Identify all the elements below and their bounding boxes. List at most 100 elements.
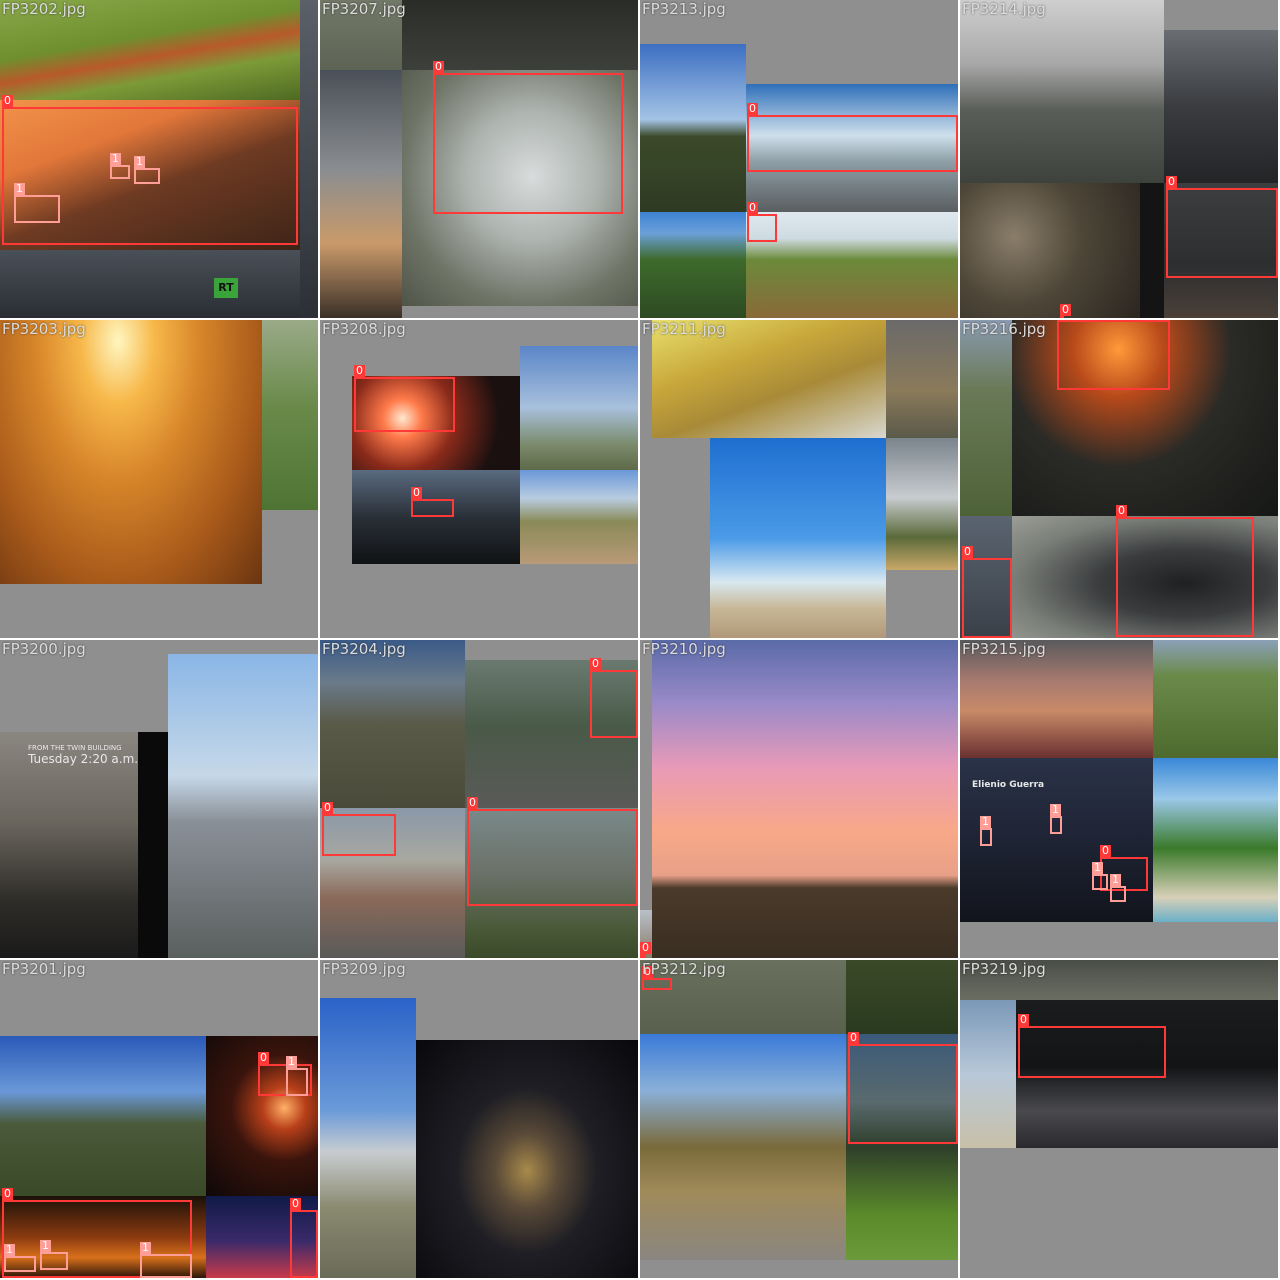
image-field-smoke <box>465 808 638 958</box>
detection-box-class0: 0 <box>467 797 638 906</box>
tile-filename: FP3209.jpg <box>322 960 406 978</box>
image-sunset-windturbine <box>652 640 958 958</box>
image-palm-beach <box>1153 758 1278 922</box>
detection-box-class1: 1 <box>134 156 160 184</box>
tile-filename: FP3202.jpg <box>2 0 86 18</box>
detection-box-class0: 0 <box>590 658 638 738</box>
image-cell-tower <box>320 998 416 1278</box>
image-road-strip <box>300 0 318 318</box>
tile-fp3203: FP3203.jpg <box>0 320 318 638</box>
tile-filename: FP3213.jpg <box>642 0 726 18</box>
detection-box-class1: 1 <box>14 183 60 223</box>
detection-box-class0: 0 <box>290 1198 318 1278</box>
tile-filename: FP3211.jpg <box>642 320 726 338</box>
tile-filename: FP3200.jpg <box>2 640 86 658</box>
image-city-night-bay <box>416 1040 638 1278</box>
tile-filename: FP3201.jpg <box>2 960 86 978</box>
image-highway-night <box>0 250 300 318</box>
tile-fp3210: 0 FP3210.jpg <box>640 640 958 958</box>
image-city-aerial <box>168 654 318 958</box>
detection-box-class1: 1 <box>4 1244 36 1272</box>
image-rock-smoke <box>1012 516 1278 638</box>
tile-fp3208: 0 0 FP3208.jpg <box>320 320 638 638</box>
image-firetruck-street <box>320 808 465 958</box>
tile-filename: FP3204.jpg <box>322 640 406 658</box>
detection-box-class0: 0 <box>1166 176 1278 278</box>
image-night-city-rain <box>0 732 138 958</box>
image-grass-slope <box>640 960 846 1034</box>
image-city-smoke <box>465 660 638 808</box>
image-barn-fire <box>1012 320 1278 516</box>
image-aerial-town <box>320 640 465 808</box>
detection-box-class0: 0 <box>640 942 651 958</box>
tile-fp3219: 0 FP3219.jpg <box>960 960 1278 1278</box>
tile-filename: FP3214.jpg <box>962 0 1046 18</box>
detection-box-class0: 0 <box>642 966 672 990</box>
image-gray-smoke <box>960 516 1012 638</box>
image-hazy-sky <box>960 960 1278 1000</box>
detection-box-class1: 1 <box>980 816 992 846</box>
detection-box-class0: 0 <box>1018 1014 1166 1078</box>
image-black-strip <box>138 732 168 958</box>
detection-box-class0: 0 <box>2 1188 192 1278</box>
detection-box-class0: 0 <box>2 95 298 245</box>
image-rainy-city-night <box>960 183 1140 318</box>
detection-box-class0: 0 <box>747 202 777 242</box>
tile-fp3200: FROM THE TWIN BUILDING Tuesday 2:20 a.m.… <box>0 640 318 958</box>
detection-box-class1: 1 <box>1110 874 1126 902</box>
image-green-hills <box>960 320 1012 516</box>
detection-box-class1: 1 <box>110 153 130 179</box>
detection-box-class1: 1 <box>1092 862 1108 890</box>
image-dark-forest <box>402 0 638 70</box>
detection-box-class0: 0 <box>433 61 623 214</box>
image-grass-field <box>320 0 402 70</box>
detection-box-class0: 0 <box>1060 304 1071 318</box>
tile-fp3209: FP3209.jpg <box>320 960 638 1278</box>
image-dark-strip <box>1140 183 1164 318</box>
tile-fp3215: Elienio Guerra 0 1 1 1 1 FP3215.jpg <box>960 640 1278 958</box>
detection-box-class0: 0 <box>747 103 958 172</box>
caption-time: Tuesday 2:20 a.m. <box>28 752 139 766</box>
tile-filename: FP3203.jpg <box>2 320 86 338</box>
detection-box-class0: 0 <box>1057 320 1170 390</box>
detection-box-class1: 1 <box>1050 804 1062 834</box>
image-crop-field <box>746 212 958 318</box>
image-valley-grayscale <box>960 0 1164 183</box>
image-sunset-lake <box>0 320 262 584</box>
image-olive-groves <box>1153 640 1278 758</box>
tile-fp3207: 0 FP3207.jpg <box>320 0 638 318</box>
tile-fp3201: 0 1 0 1 1 1 0 FP3201.jpg <box>0 960 318 1278</box>
image-smoke-forest <box>846 1034 958 1260</box>
tile-fp3202: RT 0 1 1 1 FP3202.jpg <box>0 0 318 318</box>
image-mountain-road <box>746 84 958 212</box>
detection-box-class0: 0 <box>1116 505 1254 637</box>
image-dirt-hill <box>520 470 638 564</box>
image-town-dusk <box>352 470 520 564</box>
detection-box-class0: 0 <box>322 802 396 856</box>
image-dusk-sky <box>320 70 402 318</box>
tile-filename: FP3215.jpg <box>962 640 1046 658</box>
image-night-fire <box>352 376 520 470</box>
image-smoke-crowd <box>1164 183 1278 318</box>
detection-box-class0: 0 <box>962 546 1012 638</box>
tile-fp3211: FP3211.jpg <box>640 320 958 638</box>
caption-small: FROM THE TWIN BUILDING <box>28 744 122 752</box>
detection-box-class0: 0 <box>848 1032 958 1144</box>
tile-fp3216: 0 0 0 FP3216.jpg <box>960 320 1278 638</box>
tile-fp3212: 0 0 FP3212.jpg <box>640 960 958 1278</box>
image-green-park <box>640 212 746 318</box>
caption-name: Elienio Guerra <box>972 780 1045 790</box>
image-hillside-path <box>0 0 300 100</box>
tile-filename: FP3208.jpg <box>322 320 406 338</box>
detection-box-class1: 1 <box>40 1240 68 1270</box>
rt-logo: RT <box>214 278 238 298</box>
detection-box-class1: 1 <box>140 1242 192 1278</box>
detection-box-class0: 0 <box>411 487 454 517</box>
image-highway-night <box>1016 1000 1278 1148</box>
image-palm-coast <box>960 1000 1016 1148</box>
image-night-hill-fire <box>960 758 1153 922</box>
image-tower-valley <box>0 1036 206 1196</box>
detection-box-class0: 0 <box>258 1052 312 1096</box>
tile-filename: FP3207.jpg <box>322 0 406 18</box>
image-smoke-path <box>402 70 638 306</box>
